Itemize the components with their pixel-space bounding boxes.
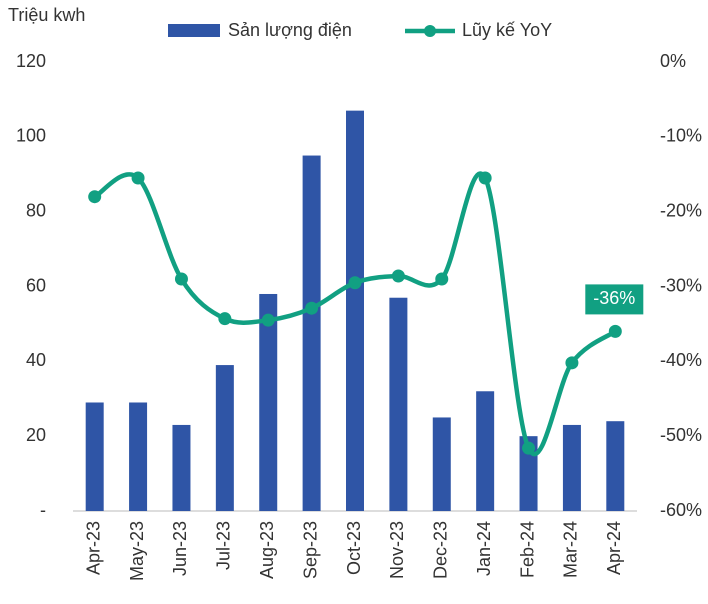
x-tick-label: Jun-23 xyxy=(170,521,190,576)
x-tick-label: Jan-24 xyxy=(474,521,494,576)
bar xyxy=(85,402,104,511)
x-tick-label: Oct-23 xyxy=(344,521,364,575)
y-axis-label: Triệu kwh xyxy=(8,5,85,25)
bar xyxy=(346,110,364,512)
line-marker xyxy=(174,272,188,286)
x-tick-label: Mar-24 xyxy=(561,521,581,578)
y2-tick-label: -20% xyxy=(660,200,702,220)
legend-swatch xyxy=(424,25,436,37)
y2-tick-label: -50% xyxy=(660,425,702,445)
bar xyxy=(389,297,408,511)
line-marker xyxy=(478,171,492,185)
bar xyxy=(302,155,321,511)
x-tick-label: Nov-23 xyxy=(387,521,407,579)
x-tick-label: Sep-23 xyxy=(300,521,320,579)
x-tick-label: Apr-23 xyxy=(83,521,103,575)
y-tick-label: - xyxy=(40,500,46,520)
line-marker xyxy=(218,312,232,326)
bar xyxy=(259,293,278,511)
legend-label: Sản lượng điện xyxy=(228,20,352,40)
line-marker xyxy=(305,301,319,315)
bar xyxy=(562,424,581,511)
bar xyxy=(172,424,191,511)
x-tick-label: Feb-24 xyxy=(517,521,537,578)
x-tick-label: Dec-23 xyxy=(431,521,451,579)
y-tick-label: 120 xyxy=(16,51,46,71)
bar xyxy=(129,402,148,511)
y-tick-label: 40 xyxy=(26,350,46,370)
line-marker xyxy=(131,171,145,185)
line-marker xyxy=(608,324,622,338)
line-marker xyxy=(522,441,536,455)
y2-tick-label: 0% xyxy=(660,51,686,71)
x-tick-label: May-23 xyxy=(127,521,147,581)
line-marker xyxy=(391,269,405,283)
legend-label: Lũy kế YoY xyxy=(462,20,552,40)
bar xyxy=(432,417,451,511)
data-label: -36% xyxy=(593,288,635,308)
y2-tick-label: -10% xyxy=(660,126,702,146)
x-tick-label: Apr-24 xyxy=(604,521,624,575)
line-marker xyxy=(435,272,449,286)
y2-tick-label: -60% xyxy=(660,500,702,520)
y-tick-label: 60 xyxy=(26,275,46,295)
line-marker xyxy=(565,356,579,370)
legend-swatch xyxy=(168,24,220,37)
bar xyxy=(215,365,234,511)
x-tick-label: Jul-23 xyxy=(214,521,234,570)
line-marker xyxy=(348,276,362,290)
line-marker xyxy=(261,313,275,327)
y2-tick-label: -30% xyxy=(660,275,702,295)
y-tick-label: 100 xyxy=(16,126,46,146)
y2-tick-label: -40% xyxy=(660,350,702,370)
bar xyxy=(606,421,625,511)
x-tick-label: Aug-23 xyxy=(257,521,277,579)
data-label-box xyxy=(585,284,644,315)
line-marker xyxy=(88,190,102,204)
y-tick-label: 20 xyxy=(26,425,46,445)
y-tick-label: 80 xyxy=(26,200,46,220)
bar xyxy=(476,391,495,511)
